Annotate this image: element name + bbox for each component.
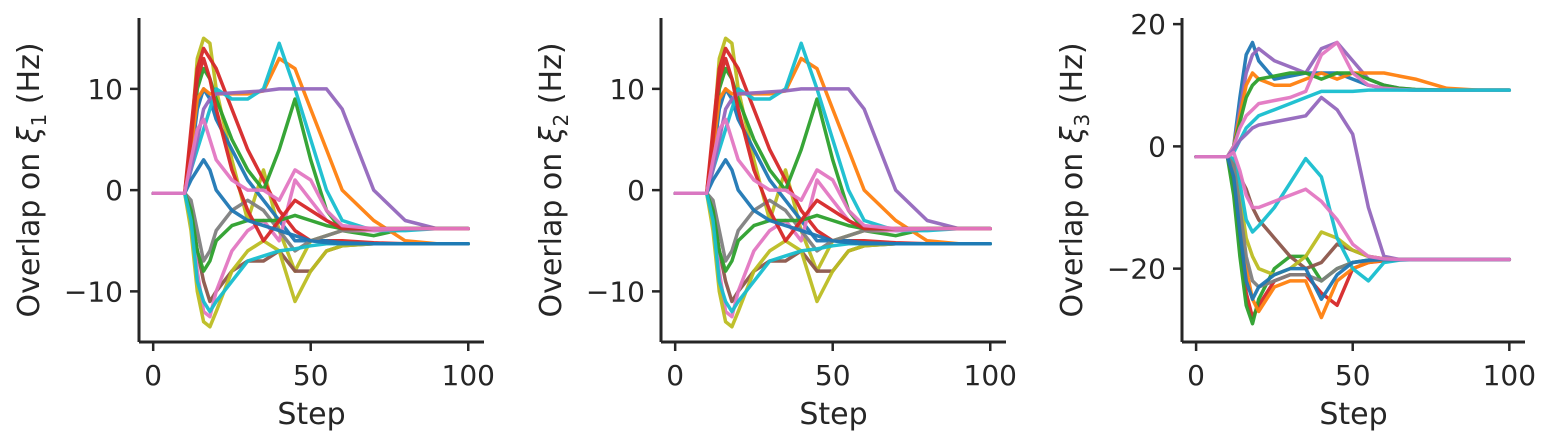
x-tick-label: 100	[442, 359, 495, 392]
x-tick-label: 0	[666, 359, 684, 392]
y-label-suffix: (Hz)	[534, 42, 569, 113]
y-tick-label: −10	[586, 275, 645, 308]
ticks: 0 50 100 −10 0 10	[586, 73, 1017, 392]
x-axis-label: Step	[1319, 397, 1387, 432]
series-line-5	[673, 56, 992, 246]
y-axis-label: Overlap on ξ1 (Hz)	[12, 42, 51, 317]
series-line-7	[151, 87, 470, 231]
series-line-15	[673, 158, 992, 246]
y-label-suffix: (Hz)	[1055, 42, 1090, 113]
x-tick-label: 100	[1483, 359, 1536, 392]
y-label-subscript: 1	[27, 114, 51, 127]
x-tick-label: 50	[293, 359, 329, 392]
series-line-14	[673, 56, 992, 243]
y-tick-label: 0	[1148, 130, 1166, 163]
series-line-7	[673, 87, 992, 231]
series-line-12	[673, 191, 992, 273]
y-label-prefix: Overlap on	[534, 143, 569, 317]
subplot-2: 0 50 100 −10 0 10 Step Overlap on ξ2 (Hz)	[534, 18, 1017, 432]
y-tick-label: −20	[1107, 253, 1166, 286]
series-line-5	[151, 56, 470, 246]
y-label-symbol: ξ	[12, 126, 47, 144]
y-tick-label: 10	[87, 73, 123, 106]
y-label-subscript: 3	[1070, 114, 1094, 127]
y-tick-label: 20	[1130, 8, 1166, 41]
x-tick-label: 50	[1335, 359, 1371, 392]
y-label-symbol: ξ	[1055, 126, 1090, 144]
ticks: 0 50 100 −20 0 20	[1107, 8, 1536, 392]
y-axis-label: Overlap on ξ2 (Hz)	[534, 42, 573, 317]
series-line-16	[673, 117, 992, 231]
y-tick-label: 0	[627, 174, 645, 207]
y-tick-label: −10	[64, 275, 123, 308]
y-axis-label: Overlap on ξ3 (Hz)	[1055, 42, 1094, 317]
subplot-3: 0 50 100 −20 0 20 Step Overlap on ξ3 (Hz)	[1055, 8, 1536, 432]
y-label-prefix: Overlap on	[12, 143, 47, 317]
series-lines	[1194, 40, 1512, 326]
y-tick-label: 0	[105, 174, 123, 207]
y-label-symbol: ξ	[534, 126, 569, 144]
series-line-16	[151, 117, 470, 231]
x-tick-label: 100	[964, 359, 1017, 392]
x-tick-label: 50	[815, 359, 851, 392]
series-line-16	[1194, 150, 1512, 262]
series-lines	[151, 36, 470, 329]
ticks: 0 50 100 −10 0 10	[64, 73, 495, 392]
x-axis-label: Step	[277, 397, 345, 432]
y-tick-label: 10	[609, 73, 645, 106]
y-label-prefix: Overlap on	[1055, 143, 1090, 317]
series-line-14	[151, 56, 470, 243]
series-line-12	[151, 191, 470, 273]
series-lines	[673, 36, 992, 329]
y-label-subscript: 2	[549, 114, 573, 127]
x-tick-label: 0	[144, 359, 162, 392]
y-label-suffix: (Hz)	[12, 42, 47, 113]
subplot-1: 0 50 100 −10 0 10 Step Overlap on ξ1 (Hz)	[12, 18, 495, 432]
series-line-15	[151, 158, 470, 246]
x-axis-label: Step	[799, 397, 867, 432]
x-tick-label: 0	[1187, 359, 1205, 392]
